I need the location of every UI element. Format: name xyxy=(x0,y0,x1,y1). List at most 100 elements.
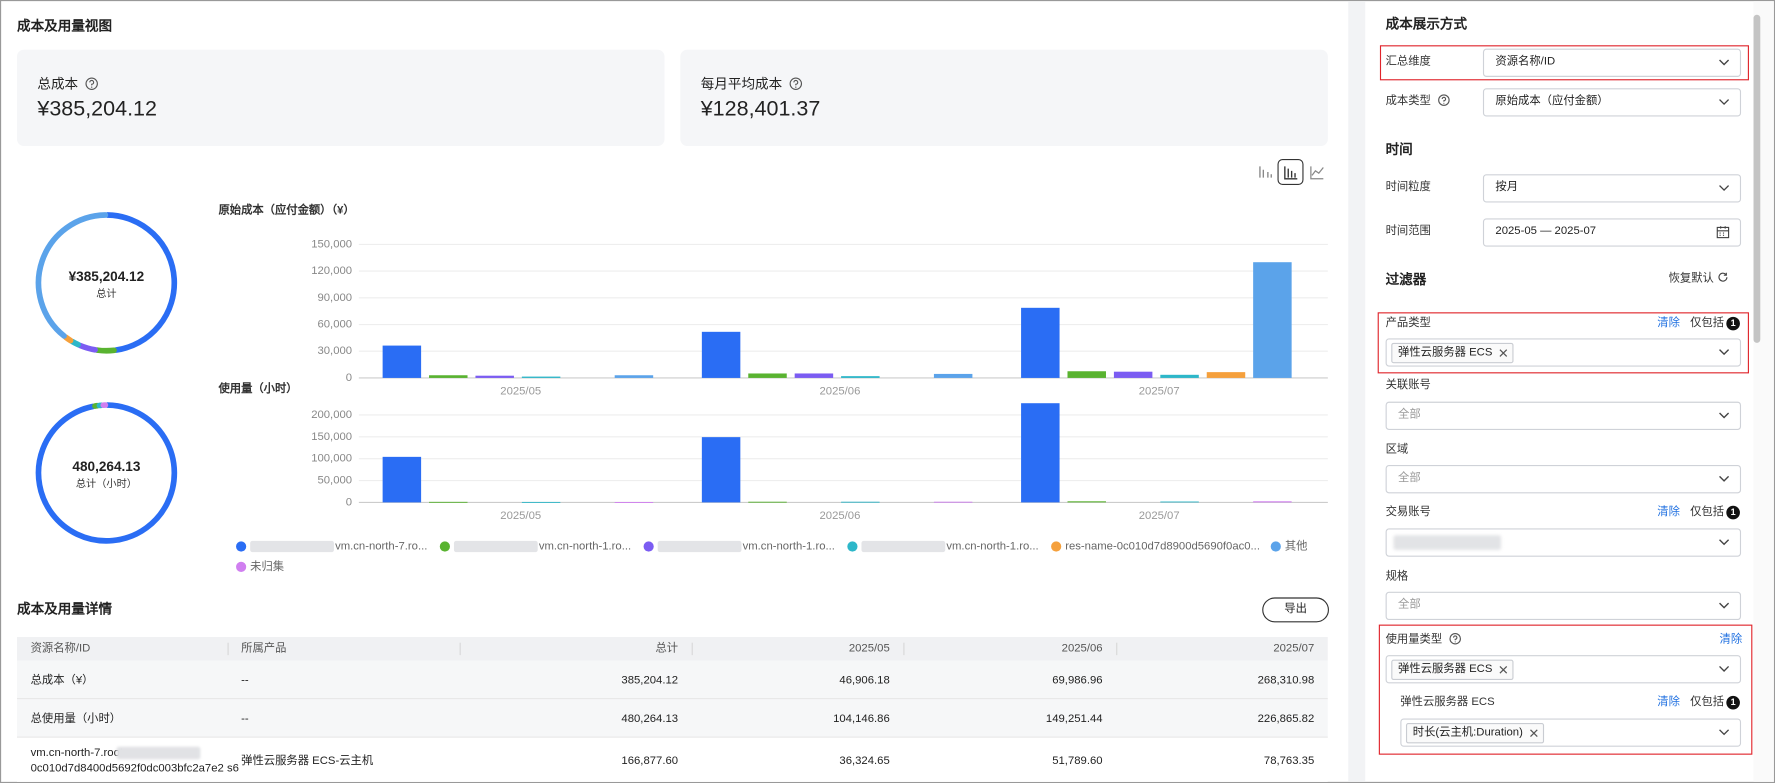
legend-swatch xyxy=(439,541,450,552)
table-cell: 104,146.86 xyxy=(833,712,890,726)
placeholder: 全部 xyxy=(1398,471,1421,485)
blurred-name xyxy=(657,540,742,553)
help-icon[interactable] xyxy=(1437,94,1450,106)
bar xyxy=(1206,372,1246,378)
legend-swatch xyxy=(236,561,247,572)
legend-item[interactable]: vm.cn-north-1.ro... xyxy=(643,540,835,553)
reset-button[interactable]: 恢复默认 xyxy=(1669,272,1729,288)
field-label: 弹性云服务器 ECS xyxy=(1400,695,1495,709)
select[interactable]: 全部 xyxy=(1385,401,1742,430)
select-value: 资源名称/ID xyxy=(1495,55,1556,68)
y-tick-label: 60,000 xyxy=(317,318,352,330)
tag-remove[interactable] xyxy=(1530,729,1539,738)
legend-label: vm.cn-north-7.ro... xyxy=(335,541,427,553)
x-tick-label: 2025/07 xyxy=(1139,385,1180,397)
y-tick-label: 200,000 xyxy=(311,409,352,421)
legend-swatch xyxy=(1270,541,1281,552)
tag: 弹性云服务器 ECS xyxy=(1391,659,1514,681)
table-cell: 166,877.60 xyxy=(621,754,679,768)
count-badge: 1 xyxy=(1726,316,1740,331)
summary-label: 每月平均成本 xyxy=(701,74,803,93)
column-header: 2025/06 xyxy=(1061,642,1103,656)
donut-segment xyxy=(77,342,98,353)
tag-remove[interactable] xyxy=(1499,665,1508,674)
clear-link[interactable]: 清除 xyxy=(1719,633,1743,647)
clear-link[interactable]: 清除 xyxy=(1657,316,1680,330)
chevron xyxy=(1719,59,1730,66)
chart-title: 原始成本（应付金额）（¥） xyxy=(218,202,354,216)
legend-label: vm.cn-north-1.ro... xyxy=(946,541,1038,553)
legend-item[interactable]: vm.cn-north-7.ro... xyxy=(236,541,427,553)
column-separator xyxy=(691,642,693,656)
count-badge: 1 xyxy=(1726,505,1740,520)
highlight xyxy=(1379,45,1749,81)
count-badge: 1 xyxy=(1726,695,1740,710)
help-icon[interactable] xyxy=(789,77,803,91)
legend-item[interactable]: 其他 xyxy=(1270,540,1308,553)
select[interactable]: 资源名称/ID xyxy=(1482,48,1742,77)
summary-label: 总成本 xyxy=(37,74,99,93)
donut-value: 480,264.13 xyxy=(72,459,140,474)
bar xyxy=(614,375,654,378)
legend-item[interactable]: 未归集 xyxy=(236,559,284,573)
table-cell: 69,986.96 xyxy=(1052,674,1103,687)
legend-item[interactable]: vm.cn-north-1.ro... xyxy=(847,541,1039,553)
label: 总成本 xyxy=(37,75,79,92)
include-toggle[interactable]: 仅包括 xyxy=(1690,505,1725,519)
bar xyxy=(1021,307,1060,378)
donut-label: 总计（小时） xyxy=(76,477,137,490)
bar xyxy=(429,501,468,503)
legend-item[interactable]: res-name-0c010d7d8900d5690f0ac0... xyxy=(1051,541,1260,553)
chart-type-switch xyxy=(1259,158,1324,186)
y-tick-label: 100,000 xyxy=(311,453,352,465)
legend-item[interactable]: vm.cn-north-1.ro... xyxy=(439,540,631,553)
chevron xyxy=(1719,475,1730,482)
y-tick-label: 0 xyxy=(346,372,352,384)
select[interactable]: 按月 xyxy=(1482,174,1742,203)
blurred-name xyxy=(250,540,334,553)
table-header xyxy=(16,637,1328,661)
scroll-thumb[interactable] xyxy=(1753,14,1761,343)
tag: 弹性云服务器 ECS xyxy=(1391,342,1514,364)
table-row xyxy=(16,699,1328,738)
select[interactable]: 原始成本（应付金额） xyxy=(1482,88,1742,117)
export-button[interactable]: 导出 xyxy=(1262,597,1329,623)
blurred-name xyxy=(453,540,538,553)
multi-select[interactable]: 弹性云服务器 ECS xyxy=(1385,338,1742,367)
select[interactable]: 全部 xyxy=(1385,591,1742,621)
line-button[interactable] xyxy=(1310,166,1324,180)
help-icon[interactable] xyxy=(1449,632,1461,645)
table-cell: 385,204.12 xyxy=(621,674,679,687)
select[interactable]: 全部 xyxy=(1385,465,1742,494)
page-title: 成本及用量视图 xyxy=(16,18,113,34)
y-tick-label: 90,000 xyxy=(317,292,352,304)
grouped-bar-button[interactable] xyxy=(1259,166,1272,178)
tag-remove[interactable] xyxy=(1499,349,1508,358)
clear-link[interactable]: 清除 xyxy=(1657,505,1680,519)
blurred-tag xyxy=(1393,535,1502,550)
select-value: 2025-05 — 2025-07 xyxy=(1495,225,1597,238)
bar-button[interactable] xyxy=(1277,158,1304,186)
field-label: 关联账号 xyxy=(1385,379,1431,392)
table-cell: 46,906.18 xyxy=(839,674,890,687)
include-toggle[interactable]: 仅包括 xyxy=(1690,695,1725,709)
multi-select[interactable] xyxy=(1385,528,1742,557)
column-header: 2025/07 xyxy=(1273,642,1315,656)
bar xyxy=(614,502,654,503)
multi-select[interactable]: 弹性云服务器 ECS xyxy=(1385,655,1742,684)
tag-text: 弹性云服务器 ECS xyxy=(1398,346,1493,359)
x-tick-label: 2025/05 xyxy=(500,510,541,522)
date-range[interactable]: 2025-05 — 2025-07 xyxy=(1482,218,1742,247)
bar xyxy=(748,373,787,378)
clear-link[interactable]: 清除 xyxy=(1657,695,1680,709)
bar xyxy=(382,456,422,503)
include-toggle[interactable]: 仅包括 xyxy=(1690,316,1725,330)
donut-segment xyxy=(62,334,74,344)
bar xyxy=(521,501,561,503)
table-cell: 480,264.13 xyxy=(621,712,679,726)
multi-select[interactable]: 时长(云主机:Duration) xyxy=(1400,718,1742,747)
table-cell: 36,324.65 xyxy=(839,754,890,768)
help-icon[interactable] xyxy=(85,77,99,91)
legend-label: vm.cn-north-1.ro... xyxy=(539,541,631,553)
table-cell: 149,251.44 xyxy=(1045,712,1103,726)
